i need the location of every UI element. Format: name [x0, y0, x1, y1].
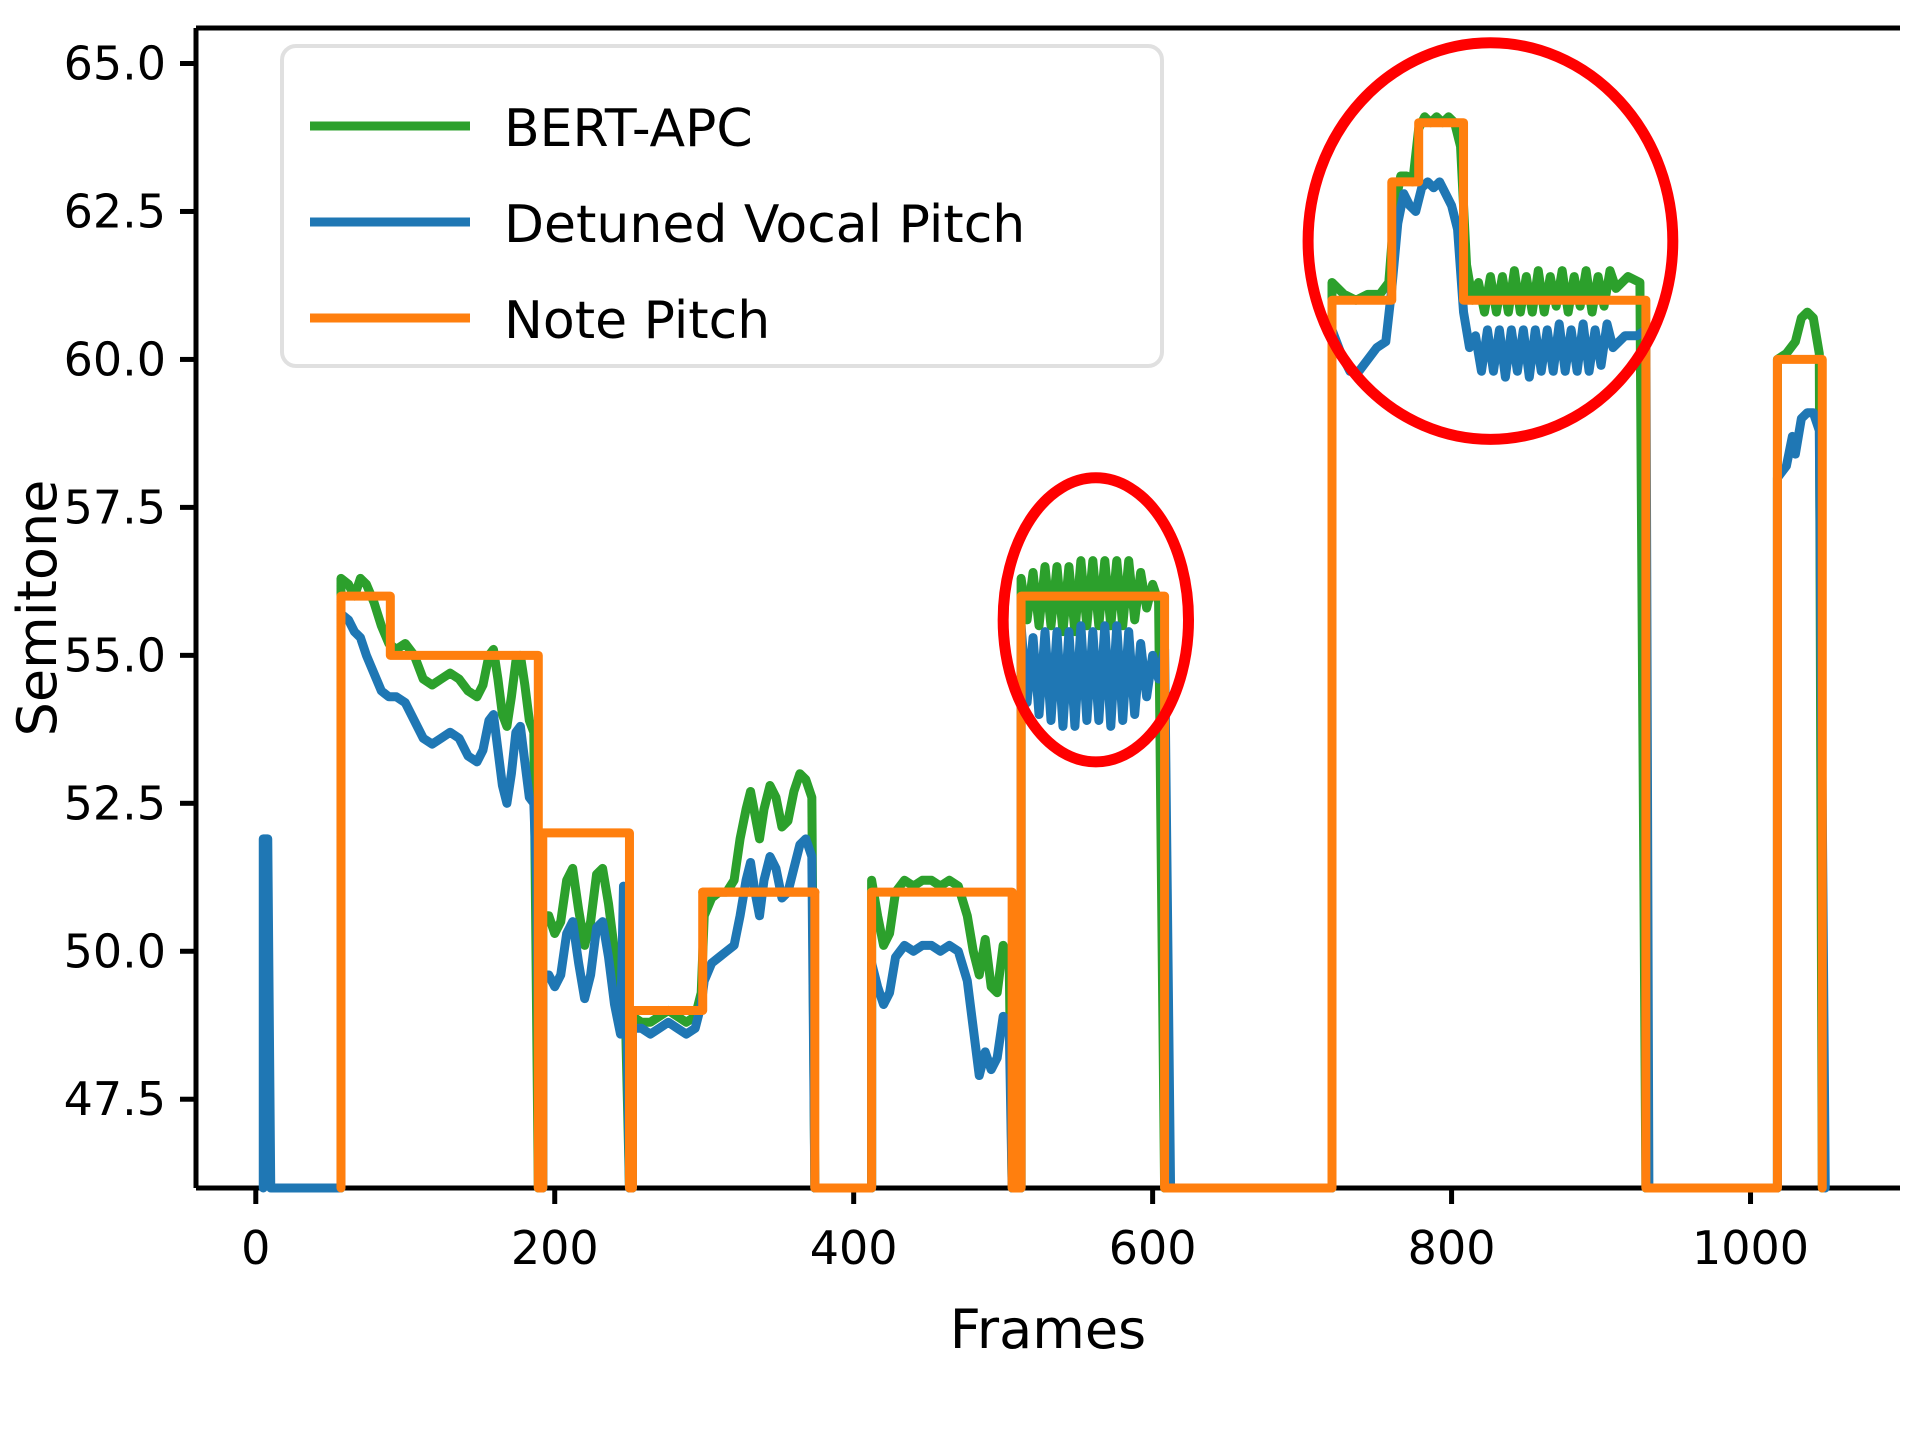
series-detuned-vocal-pitch — [258, 177, 1830, 1193]
legend-label-2[interactable]: Note Pitch — [504, 291, 770, 351]
legend[interactable]: BERT-APC Detuned Vocal Pitch Note Pitch — [280, 44, 1164, 368]
axis-spines — [193, 25, 1900, 1191]
zoom-highlight-small — [997, 472, 1195, 768]
legend-box — [280, 44, 1164, 368]
x-axis-ticks: 0 200 400 600 800 1000 — [241, 1188, 1809, 1275]
y-axis-title: Semitone — [6, 480, 69, 737]
x-tick-label: 800 — [1408, 1221, 1496, 1275]
x-axis-title: Frames — [950, 1298, 1146, 1361]
y-tick-label: 60.0 — [64, 332, 166, 386]
legend-label-1[interactable]: Detuned Vocal Pitch — [504, 195, 1025, 255]
data-series-layer — [258, 112, 1830, 1193]
y-tick-label: 65.0 — [64, 37, 166, 91]
y-tick-label: 47.5 — [64, 1072, 166, 1126]
zoom-highlight-large — [1302, 37, 1679, 445]
x-tick-label: 600 — [1109, 1221, 1197, 1275]
legend-label-0[interactable]: BERT-APC — [504, 99, 753, 159]
series-note-pitch — [336, 118, 1827, 1193]
x-tick-label: 400 — [810, 1221, 898, 1275]
x-tick-label: 200 — [511, 1221, 599, 1275]
y-axis-ticks: 47.5 50.0 52.5 55.0 57.5 60.0 62.5 65.0 — [64, 37, 196, 1126]
y-tick-label: 55.0 — [64, 628, 166, 682]
x-tick-label: 1000 — [1692, 1221, 1809, 1275]
x-tick-label: 0 — [241, 1221, 270, 1275]
highlight-annotations-layer — [997, 37, 1679, 768]
y-tick-label: 62.5 — [64, 184, 166, 238]
y-tick-label: 52.5 — [64, 776, 166, 830]
y-tick-label: 50.0 — [64, 924, 166, 978]
y-tick-label: 57.5 — [64, 480, 166, 534]
